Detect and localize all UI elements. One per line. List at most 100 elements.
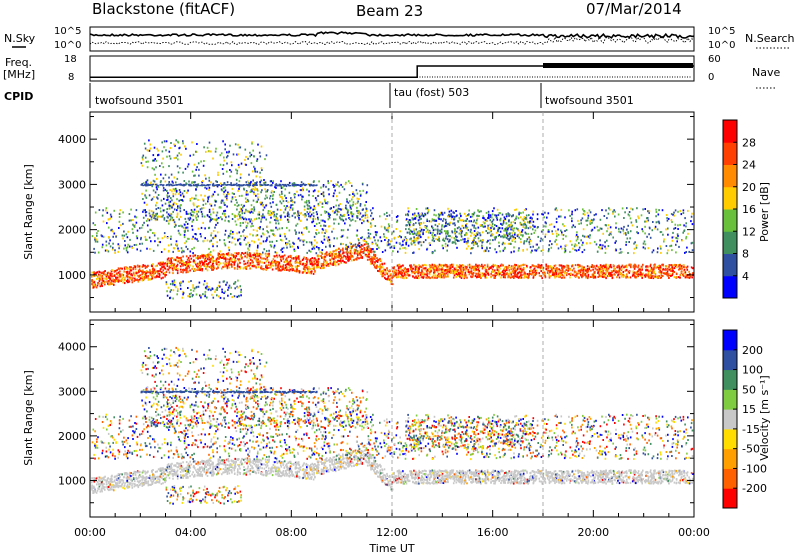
scatter-cell <box>618 265 621 268</box>
scatter-cell <box>517 228 519 231</box>
figure-title: Blackstone (fitACF) <box>92 0 235 18</box>
scatter-cell <box>172 272 174 275</box>
scatter-cell <box>598 229 600 232</box>
scatter-cell <box>288 269 291 272</box>
scatter-cell <box>578 246 581 249</box>
scatter-cell <box>619 272 622 275</box>
scatter-cell <box>324 256 326 259</box>
scatter-cell <box>525 208 527 211</box>
scatter-cell <box>683 224 685 227</box>
scatter-cell <box>272 229 275 232</box>
scatter-cell <box>130 269 133 272</box>
scatter-cell <box>677 264 680 266</box>
scatter-cell <box>194 254 197 257</box>
scatter-cell <box>245 224 248 227</box>
freq-ytick-top: 18 <box>64 54 77 65</box>
scatter-cell <box>145 276 148 279</box>
scatter-cell <box>257 259 259 262</box>
scatter-cell <box>347 245 349 248</box>
scatter-cell <box>280 187 283 189</box>
scatter-cell <box>564 216 566 219</box>
scatter-cell <box>173 221 176 224</box>
scatter-cell <box>361 208 364 211</box>
scatter-cell <box>309 215 312 218</box>
scatter-cell <box>231 261 234 263</box>
scatter-cell <box>675 264 678 267</box>
scatter-cell <box>209 240 211 243</box>
scatter-cell <box>280 238 282 241</box>
scatter-cell <box>161 271 163 274</box>
scatter-cell <box>415 265 418 268</box>
scatter-cell <box>206 255 208 258</box>
scatter-cell <box>187 263 190 265</box>
scatter-cell <box>537 266 539 269</box>
scatter-cell <box>142 277 145 280</box>
scatter-cell <box>267 231 269 234</box>
scatter-cell <box>199 255 202 258</box>
scatter-cell <box>346 198 348 201</box>
scatter-cell <box>551 269 554 272</box>
scatter-cell <box>606 275 609 278</box>
scatter-cell <box>678 268 680 271</box>
scatter-cell <box>239 222 242 224</box>
scatter-cell <box>206 258 209 261</box>
scatter-cell <box>135 272 137 275</box>
scatter-cell <box>473 269 476 272</box>
scatter-cell <box>266 266 268 269</box>
scatter-cell <box>441 244 444 247</box>
scatter-cell <box>249 262 252 265</box>
scatter-cell <box>214 204 216 207</box>
scatter-cell <box>236 215 238 218</box>
scatter-cell <box>453 215 456 218</box>
scatter-cell <box>190 213 193 216</box>
scatter-cell <box>516 274 518 276</box>
scatter-cell <box>498 245 500 248</box>
scatter-cell <box>343 188 346 191</box>
scatter-cell <box>245 191 248 194</box>
scatter-cell <box>247 264 249 267</box>
scatter-cell <box>272 193 275 196</box>
scatter-cell <box>323 224 325 227</box>
scatter-cell <box>629 264 632 267</box>
scatter-cell <box>215 223 217 226</box>
scatter-cell <box>526 248 528 251</box>
scatter-cell <box>321 202 324 205</box>
scatter-cell <box>517 264 519 267</box>
scatter-cell <box>331 255 333 258</box>
scatter-cell <box>277 222 280 225</box>
scatter-cell <box>438 237 440 240</box>
scatter-cell <box>254 253 256 256</box>
scatter-cell <box>126 274 128 277</box>
scatter-cell <box>473 233 475 236</box>
scatter-cell <box>251 219 253 222</box>
scatter-cell <box>554 240 556 243</box>
scatter-cell <box>195 197 197 200</box>
scatter-cell <box>405 243 407 246</box>
scatter-cell <box>402 247 404 250</box>
scatter-cell <box>685 237 687 240</box>
scatter-cell <box>627 231 629 234</box>
scatter-cell <box>450 270 453 273</box>
scatter-cell <box>326 236 328 239</box>
scatter-cell <box>446 249 448 252</box>
scatter-cell <box>403 272 406 275</box>
scatter-cell <box>185 220 187 223</box>
scatter-cell <box>310 213 313 216</box>
scatter-cell <box>650 270 653 273</box>
scatter-cell <box>402 240 404 243</box>
scatter-cell <box>325 262 328 265</box>
scatter-cell <box>647 272 650 274</box>
scatter-cell <box>303 227 305 230</box>
scatter-cell <box>405 228 407 231</box>
scatter-cell <box>445 264 448 266</box>
scatter-cell <box>544 221 547 224</box>
scatter-cell <box>635 219 637 222</box>
scatter-cell <box>222 193 225 196</box>
scatter-cell <box>648 210 651 213</box>
scatter-cell <box>281 186 284 189</box>
scatter-cell <box>162 187 165 189</box>
scatter-cell <box>411 217 414 220</box>
scatter-cell <box>641 275 643 278</box>
scatter-cell <box>215 218 217 221</box>
scatter-cell <box>683 230 685 233</box>
